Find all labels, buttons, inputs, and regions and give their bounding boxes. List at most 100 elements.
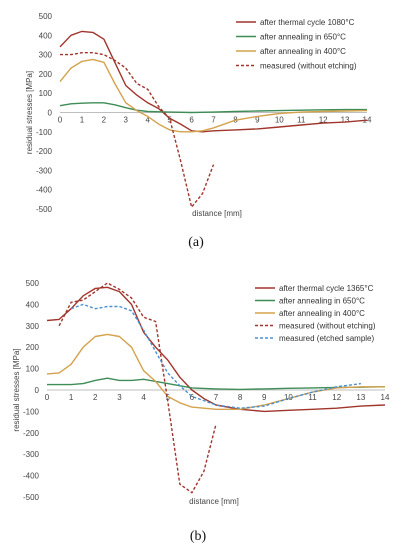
data-point-a-3-8 bbox=[147, 88, 149, 90]
data-point-b-0-3 bbox=[82, 295, 84, 297]
data-point-b-3-10 bbox=[179, 483, 181, 485]
data-point-a-2-16 bbox=[256, 115, 258, 117]
x-tick-label-a-10: 10 bbox=[275, 116, 284, 125]
data-point-a-0-8 bbox=[147, 102, 149, 104]
y-tick-label-a-5: 0 bbox=[48, 109, 53, 118]
legend-label-a-2: after annealing in 400°C bbox=[260, 47, 346, 56]
x-tick-label-b-0: 0 bbox=[45, 393, 50, 402]
data-point-b-4-17 bbox=[360, 383, 362, 385]
data-point-b-1-7 bbox=[143, 378, 145, 380]
data-point-b-1-9 bbox=[167, 383, 169, 385]
data-point-a-1-2 bbox=[81, 102, 83, 104]
series-line-b-3 bbox=[58, 282, 217, 494]
x-tick-label-a-6: 6 bbox=[189, 116, 194, 125]
data-point-b-0-7 bbox=[131, 304, 133, 306]
x-tick-label-a-1: 1 bbox=[80, 116, 85, 125]
y-tick-label-a-3: 200 bbox=[39, 70, 53, 79]
x-tick-label-b-9: 9 bbox=[262, 393, 267, 402]
data-point-b-4-1 bbox=[82, 304, 84, 306]
data-point-a-1-12 bbox=[235, 111, 237, 113]
data-point-b-1-6 bbox=[131, 379, 133, 381]
data-point-b-2-4 bbox=[94, 336, 96, 338]
data-point-b-2-12 bbox=[191, 406, 193, 408]
data-point-b-1-15 bbox=[312, 387, 314, 389]
data-point-b-1-0 bbox=[46, 384, 48, 386]
data-point-a-2-19 bbox=[322, 111, 324, 113]
data-point-b-4-6 bbox=[143, 329, 145, 331]
data-point-b-0-11 bbox=[179, 376, 181, 378]
data-point-a-0-21 bbox=[366, 119, 368, 121]
legend-label-b-1: after annealing in 650°C bbox=[279, 297, 365, 306]
data-point-a-2-11 bbox=[180, 131, 182, 133]
data-point-b-1-1 bbox=[70, 384, 72, 386]
data-point-b-3-2 bbox=[82, 299, 84, 301]
y-tick-label-b-10: -500 bbox=[23, 493, 40, 502]
data-point-b-2-2 bbox=[70, 363, 72, 365]
data-point-b-4-4 bbox=[119, 306, 121, 308]
x-tick-label-a-11: 11 bbox=[297, 116, 306, 125]
y-tick-label-a-8: -300 bbox=[36, 166, 53, 175]
data-point-a-3-1 bbox=[70, 54, 72, 56]
x-tick-label-b-3: 3 bbox=[117, 393, 122, 402]
x-tick-label-a-4: 4 bbox=[145, 116, 150, 125]
data-point-a-3-3 bbox=[92, 52, 94, 54]
y-tick-label-b-4: 100 bbox=[26, 365, 40, 374]
panel-label-a: (a) bbox=[188, 235, 204, 250]
data-point-a-2-17 bbox=[278, 113, 280, 115]
y-tick-label-a-2: 300 bbox=[39, 51, 53, 60]
data-point-b-3-0 bbox=[58, 325, 60, 327]
data-point-b-3-3 bbox=[94, 291, 96, 293]
data-point-b-2-1 bbox=[58, 372, 60, 374]
data-point-a-1-4 bbox=[103, 102, 105, 104]
x-tick-label-a-2: 2 bbox=[102, 116, 107, 125]
legend-label-a-0: after thermal cycle 1080°C bbox=[260, 18, 355, 27]
data-point-b-4-7 bbox=[155, 351, 157, 353]
data-point-a-2-18 bbox=[300, 111, 302, 113]
data-point-a-2-3 bbox=[92, 59, 94, 61]
data-point-a-2-5 bbox=[114, 83, 116, 85]
data-point-b-0-16 bbox=[263, 411, 265, 413]
data-point-a-0-20 bbox=[344, 121, 346, 123]
data-point-b-2-7 bbox=[131, 346, 133, 348]
data-point-b-0-12 bbox=[191, 389, 193, 391]
data-point-b-4-15 bbox=[312, 391, 314, 393]
data-point-a-2-12 bbox=[191, 131, 193, 133]
data-point-a-0-6 bbox=[125, 85, 127, 87]
x-tick-label-b-13: 13 bbox=[356, 393, 365, 402]
x-tick-label-b-6: 6 bbox=[190, 393, 195, 402]
data-point-a-0-3 bbox=[92, 32, 94, 34]
data-point-b-3-1 bbox=[70, 301, 72, 303]
data-point-b-2-5 bbox=[106, 333, 108, 335]
data-point-b-0-1 bbox=[58, 318, 60, 320]
data-point-a-2-6 bbox=[125, 102, 127, 104]
data-point-b-3-12 bbox=[203, 470, 205, 472]
data-point-a-0-1 bbox=[70, 34, 72, 36]
data-point-b-2-8 bbox=[143, 370, 145, 372]
data-point-a-1-5 bbox=[114, 104, 116, 106]
data-point-a-3-2 bbox=[81, 52, 83, 54]
data-point-b-3-7 bbox=[143, 316, 145, 318]
legend-label-b-3: measured (without etching) bbox=[279, 322, 376, 331]
x-tick-label-a-3: 3 bbox=[124, 116, 129, 125]
data-point-a-1-9 bbox=[169, 111, 171, 113]
y-tick-label-b-5: 0 bbox=[35, 386, 40, 395]
data-point-b-1-3 bbox=[94, 379, 96, 381]
data-point-b-1-14 bbox=[288, 387, 290, 389]
data-point-a-2-9 bbox=[158, 123, 160, 125]
data-point-a-3-9 bbox=[158, 106, 160, 108]
data-point-b-0-21 bbox=[384, 404, 386, 406]
x-tick-label-a-7: 7 bbox=[211, 116, 216, 125]
series-line-a-1 bbox=[59, 102, 367, 114]
data-point-b-2-9 bbox=[155, 381, 157, 383]
legend-label-b-2: after annealing in 400°C bbox=[279, 309, 365, 318]
data-point-a-2-20 bbox=[344, 110, 346, 112]
data-point-a-3-12 bbox=[191, 206, 193, 208]
data-point-a-2-0 bbox=[59, 81, 61, 83]
data-point-b-4-11 bbox=[215, 404, 217, 406]
data-point-b-0-6 bbox=[119, 291, 121, 293]
data-point-b-4-0 bbox=[70, 308, 72, 310]
y-tick-label-a-10: -500 bbox=[36, 205, 53, 214]
series-line-b-4 bbox=[70, 303, 361, 409]
data-point-b-0-5 bbox=[106, 286, 108, 288]
